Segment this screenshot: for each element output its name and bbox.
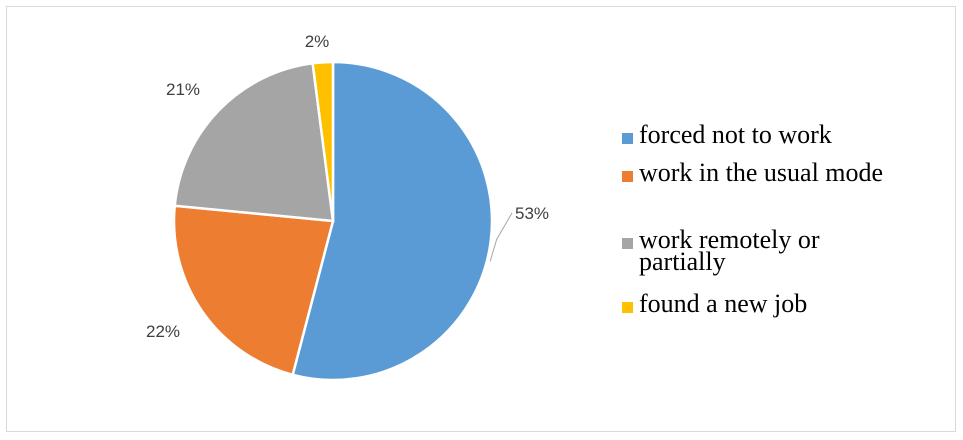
data-label: 53% — [515, 204, 549, 223]
legend-label: work remotely or partially — [639, 225, 820, 276]
pie-slice-work-in-the-usual-mode — [172, 204, 335, 377]
legend-swatch — [622, 238, 633, 249]
legend-swatch — [622, 171, 633, 182]
legend-label: found a new job — [639, 289, 808, 318]
legend-swatch — [622, 133, 633, 144]
legend-swatch — [622, 302, 633, 313]
data-label: 22% — [146, 322, 180, 341]
legend-label: forced not to work — [639, 120, 832, 149]
pie-slice-found-a-new-job — [311, 60, 335, 222]
pie-slice-work-remotely-or-partially — [173, 61, 335, 223]
data-label: 2% — [305, 32, 330, 51]
pie-slice-forced-not-to-work — [291, 60, 494, 382]
legend-label: work in the usual mode — [639, 158, 884, 187]
legend-item-work-remotely-or-partially: work remotely or partially — [622, 225, 869, 276]
legend-item-work-in-the-usual-mode: work in the usual mode — [622, 158, 939, 187]
legend-item-forced-not-to-work: forced not to work — [622, 120, 939, 149]
legend: forced not to work work in the usual mod… — [622, 0, 952, 440]
legend-item-found-a-new-job: found a new job — [622, 289, 939, 318]
leader-line — [489, 212, 513, 262]
data-label: 21% — [166, 80, 200, 99]
